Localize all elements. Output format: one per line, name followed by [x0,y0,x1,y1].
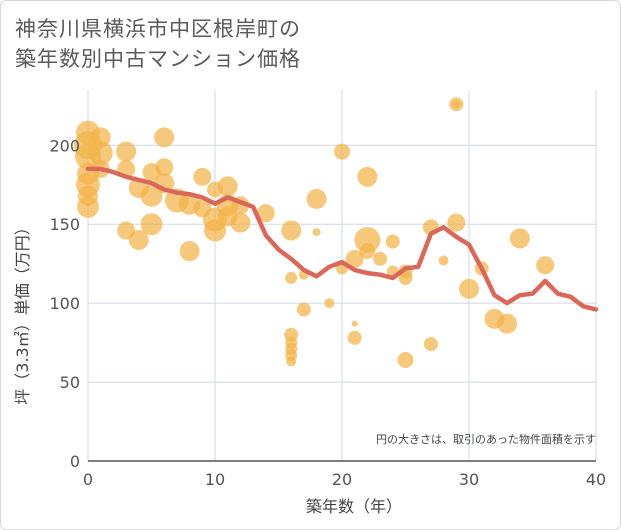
bubble-point [285,271,298,284]
x-tick-label: 10 [205,470,225,489]
bubble-point [179,241,200,262]
bubble-point [438,255,449,266]
x-tick-label: 40 [586,470,606,489]
bubble-point [217,176,238,197]
bubble-point [281,220,302,241]
bubble-point [334,143,350,160]
bubble-point [351,320,358,327]
bubble-point [312,228,321,237]
bubble-point [385,234,400,249]
y-tick-label: 50 [60,373,80,392]
bubble-point [296,302,311,317]
bubble-point [347,330,362,345]
bubble-point [256,204,275,223]
bubble-point [204,219,226,242]
bubble-point [140,184,163,207]
bubble-point [509,228,530,249]
bubble-point [497,313,518,334]
bubble-layer [74,97,555,368]
bubble-point [423,337,438,352]
bubble-point [359,243,376,260]
bubble-point [306,188,327,209]
chart-title-line2: 築年数別中古マンション価格 [15,47,301,71]
average-price-line [85,166,599,312]
chart-title-line1: 神奈川県横浜市中区根岸町の [15,17,301,41]
bubble-point [128,229,149,250]
y-tick-label: 0 [70,452,80,471]
y-tick-label: 100 [49,294,80,313]
chart-note: 円の大きさは、取引のあった物件面積を示す [376,432,596,446]
bubble-point [154,127,175,148]
bubble-point [357,166,378,187]
x-tick-label: 30 [459,470,479,489]
bubble-point [116,141,137,162]
x-tick-label: 0 [83,470,93,489]
bubble-point [286,356,297,367]
bubble-point [140,213,163,236]
bubble-point [447,213,466,232]
axes: 0 10 20 30 40 0 50 100 150 200 [49,136,606,489]
bubble-point [452,100,461,109]
trend-line-layer [85,166,599,312]
bubble-point [398,270,413,285]
bubble-point [536,256,555,275]
bubble-point [155,158,174,177]
x-axis-label: 築年数（年） [306,497,402,516]
bubble-point [459,278,479,299]
bubble-point [345,249,364,268]
bubble-point [88,141,113,166]
y-axis-label: 坪（3.3㎡）単価（万円） [13,219,32,404]
bubble-point [77,195,99,218]
bubble-point [193,167,212,186]
x-tick-label: 20 [332,470,352,489]
bubble-point [230,212,251,233]
y-tick-label: 200 [49,136,80,155]
y-tick-label: 150 [49,215,80,234]
chart-title: 神奈川県横浜市中区根岸町の 築年数別中古マンション価格 [15,14,495,74]
bubble-point [397,351,414,368]
bubble-point [373,251,388,266]
bubble-point [324,298,335,309]
